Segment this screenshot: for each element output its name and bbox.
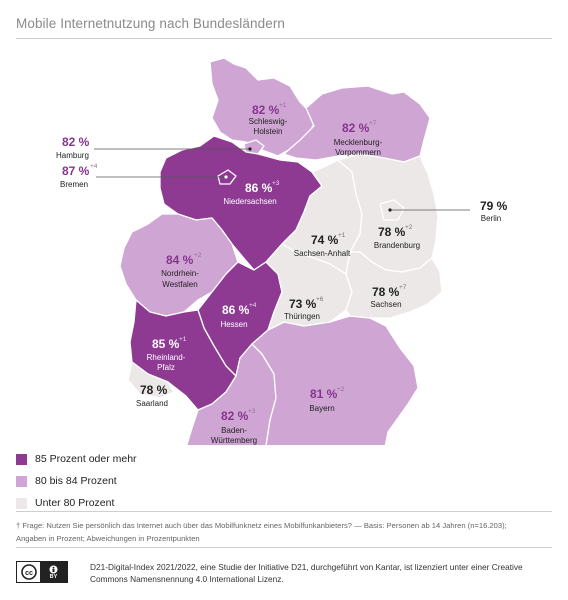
svg-text:Sachsen: Sachsen [370,300,401,309]
label-hessen: 86 % +4 Hessen [220,302,256,329]
label-sachsen: 78 % +7 Sachsen [370,284,406,309]
svg-text:82 %: 82 % [221,409,249,423]
legend-item-mid: 80 bis 84 Prozent [16,470,137,492]
region-hamburg[interactable] [243,139,265,155]
svg-text:+1: +1 [279,102,287,109]
svg-text:78 %: 78 % [140,383,168,397]
svg-text:85 %: 85 % [152,337,180,351]
label-bremen: 87 % +4 Bremen [60,163,98,189]
legend-swatch-high [16,453,27,465]
svg-text:Niedersachsen: Niedersachsen [223,197,276,206]
svg-text:Pfalz: Pfalz [157,363,175,372]
svg-text:+1: +1 [179,336,187,343]
svg-text:+4: +4 [90,163,98,170]
label-baden-wuerttemberg: 82 % +3 Baden- Württemberg [211,408,257,445]
germany-map: 82 % +1 Schleswig- Holstein 82 % Hamburg… [56,57,508,445]
svg-text:82 %: 82 % [342,121,370,135]
svg-text:+3: +3 [272,180,280,187]
svg-text:cc: cc [25,570,33,577]
legend-item-high: 85 Prozent oder mehr [16,448,137,470]
svg-text:+7: +7 [369,120,377,127]
berlin-marker [388,208,392,212]
cc-by-license-badge[interactable]: cc BY [16,561,68,583]
footnote: † Frage: Nutzen Sie persönlich das Inter… [16,519,536,545]
svg-text:Nordrhein-: Nordrhein- [161,269,199,278]
svg-text:Berlin: Berlin [481,214,501,223]
svg-text:+2: +2 [405,224,413,231]
label-saarland: 78 % Saarland [136,383,168,408]
license-text: D21-Digital-Index 2021/2022, eine Studie… [90,562,523,584]
svg-text:86 %: 86 % [222,303,250,317]
legend-item-low: Unter 80 Prozent [16,492,137,514]
svg-text:+7: +7 [399,284,407,291]
svg-text:+3: +3 [248,408,256,415]
svg-text:+1: +1 [338,232,346,239]
svg-text:79 %: 79 % [480,199,508,213]
legend: 85 Prozent oder mehr 80 bis 84 Prozent U… [16,448,137,514]
label-hamburg: 82 % Hamburg [56,135,90,160]
footnote-divider [16,511,552,512]
label-rheinland-pfalz: 85 % +1 Rheinland- Pfalz [147,336,187,372]
hamburg-marker [248,147,252,151]
svg-text:Württemberg: Württemberg [211,436,257,445]
title-divider [16,38,552,39]
svg-text:73 %: 73 % [289,297,317,311]
svg-text:Saarland: Saarland [136,399,168,408]
svg-text:Holstein: Holstein [254,127,283,136]
svg-text:Westfalen: Westfalen [162,280,197,289]
region-saarland[interactable] [127,361,175,399]
svg-text:Mecklenburg-: Mecklenburg- [334,138,383,147]
label-sachsen-anhalt: 74 % +1 Sachsen-Anhalt [294,232,351,258]
svg-text:+6: +6 [316,296,324,303]
svg-text:Brandenburg: Brandenburg [374,241,420,250]
svg-text:81 %: 81 % [310,387,338,401]
svg-text:86 %: 86 % [245,181,273,195]
svg-text:Thüringen: Thüringen [284,312,320,321]
svg-text:Schleswig-: Schleswig- [249,117,288,126]
label-mecklenburg-vorpommern: 82 % +7 Mecklenburg- Vorpommern [334,120,383,157]
svg-text:Baden-: Baden- [221,426,247,435]
svg-text:Hamburg: Hamburg [56,151,89,160]
svg-text:Vorpommern: Vorpommern [335,148,381,157]
svg-text:Bremen: Bremen [60,180,88,189]
label-niedersachsen: 86 % +3 Niedersachsen [223,180,279,206]
legend-swatch-mid [16,475,27,487]
label-berlin: 79 % Berlin [480,199,508,223]
svg-text:78 %: 78 % [378,225,406,239]
chart-title: Mobile Internetnutzung nach Bundesländer… [16,16,286,31]
svg-text:Sachsen-Anhalt: Sachsen-Anhalt [294,249,351,258]
legend-label-mid: 80 bis 84 Prozent [35,475,117,487]
legend-swatch-low [16,497,27,509]
svg-text:82 %: 82 % [252,103,280,117]
footnote-line-1: † Frage: Nutzen Sie persönlich das Inter… [16,521,507,530]
label-thueringen: 73 % +6 Thüringen [284,296,324,321]
svg-text:Hessen: Hessen [220,320,247,329]
svg-text:82 %: 82 % [62,135,90,149]
region-sachsen[interactable] [345,251,443,319]
svg-text:84 %: 84 % [166,253,194,267]
region-bayern[interactable] [251,315,419,445]
svg-text:74 %: 74 % [311,233,339,247]
leader-lines [94,148,470,211]
footnote-line-2: Angaben in Prozent; Abweichungen in Proz… [16,534,200,543]
legend-label-high: 85 Prozent oder mehr [35,453,137,465]
svg-text:+2: +2 [337,386,345,393]
label-nordrhein-westfalen: 84 % +2 Nordrhein- Westfalen [161,252,202,289]
svg-text:87 %: 87 % [62,164,90,178]
label-schleswig-holstein: 82 % +1 Schleswig- Holstein [249,102,288,136]
license-divider [16,547,552,548]
legend-label-low: Unter 80 Prozent [35,497,115,509]
svg-text:Bayern: Bayern [309,404,334,413]
svg-text:+4: +4 [249,302,257,309]
svg-text:+2: +2 [194,252,202,259]
svg-text:78 %: 78 % [372,285,400,299]
label-bayern: 81 % +2 Bayern [309,386,344,413]
by-icon: BY [40,562,67,582]
label-brandenburg: 78 % +2 Brandenburg [374,224,420,250]
bremen-marker [224,175,228,179]
cc-icon: cc [17,562,40,582]
svg-text:Rheinland-: Rheinland- [147,353,186,362]
